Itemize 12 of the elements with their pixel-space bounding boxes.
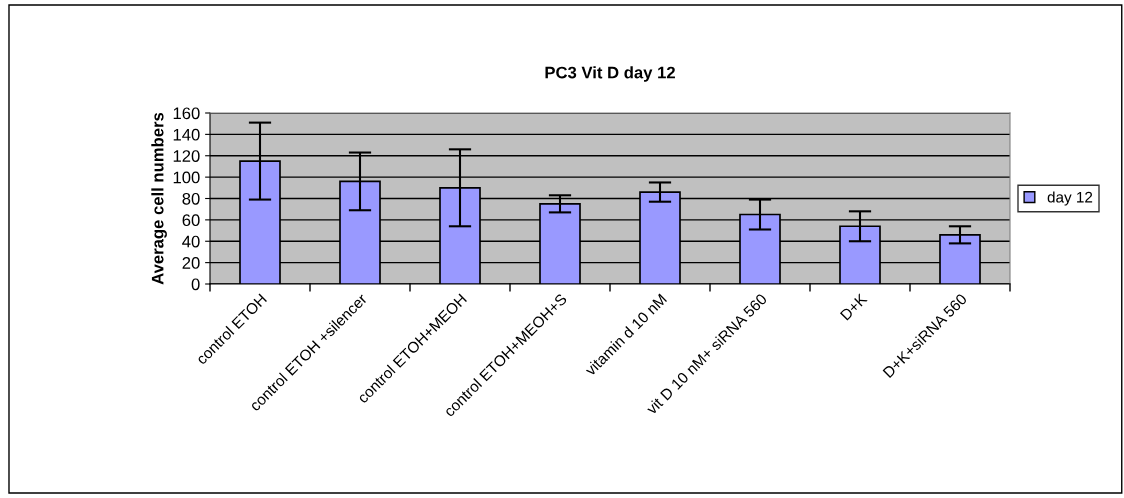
y-tick-label: 160	[173, 107, 200, 120]
y-tick-label: 0	[191, 278, 200, 291]
y-tick-label: 40	[182, 235, 200, 248]
y-tick-label: 80	[182, 192, 200, 205]
legend-label: day 12	[1047, 191, 1093, 206]
y-tick-label: 120	[173, 150, 200, 162]
y-tick-label: 100	[173, 171, 200, 184]
chart-title: PC3 Vit D day 12	[545, 66, 675, 82]
y-tick-label: 60	[182, 214, 200, 227]
y-tick-label: 20	[182, 257, 200, 269]
y-axis-title: Average cell numbers	[151, 112, 167, 285]
y-tick-label: 140	[173, 128, 200, 141]
